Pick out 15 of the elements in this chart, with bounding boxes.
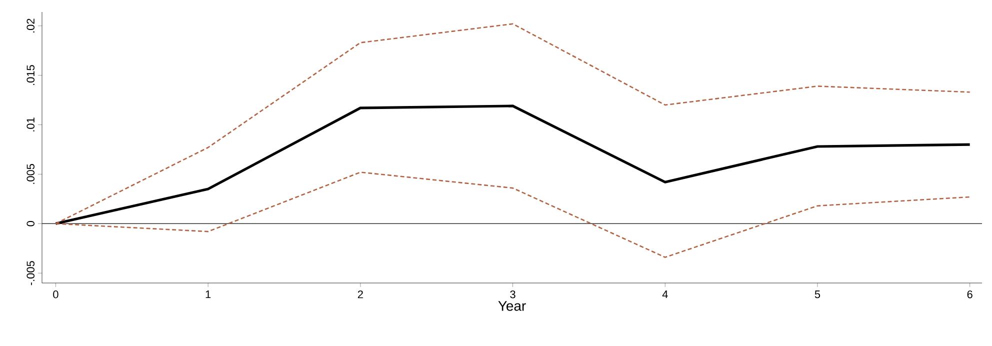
y-tick-label: .02 xyxy=(26,18,34,32)
x-tick-label: 1 xyxy=(206,290,211,298)
x-tick-label: 4 xyxy=(662,290,668,298)
x-tick-label: 2 xyxy=(358,290,363,298)
x-tick-label: 5 xyxy=(814,290,820,298)
y-tick-label: .005 xyxy=(26,164,34,184)
y-tick-label: -.005 xyxy=(26,261,34,286)
x-tick-label: 6 xyxy=(967,290,972,298)
x-tick-label: 3 xyxy=(510,290,516,298)
line-series xyxy=(54,104,972,225)
x-tick-label: 0 xyxy=(53,290,58,298)
y-tick-label: .01 xyxy=(26,118,34,132)
y-tick-label: .015 xyxy=(26,65,34,85)
y-tick-label: 0 xyxy=(26,221,34,226)
x-axis-title: Year xyxy=(498,301,526,311)
